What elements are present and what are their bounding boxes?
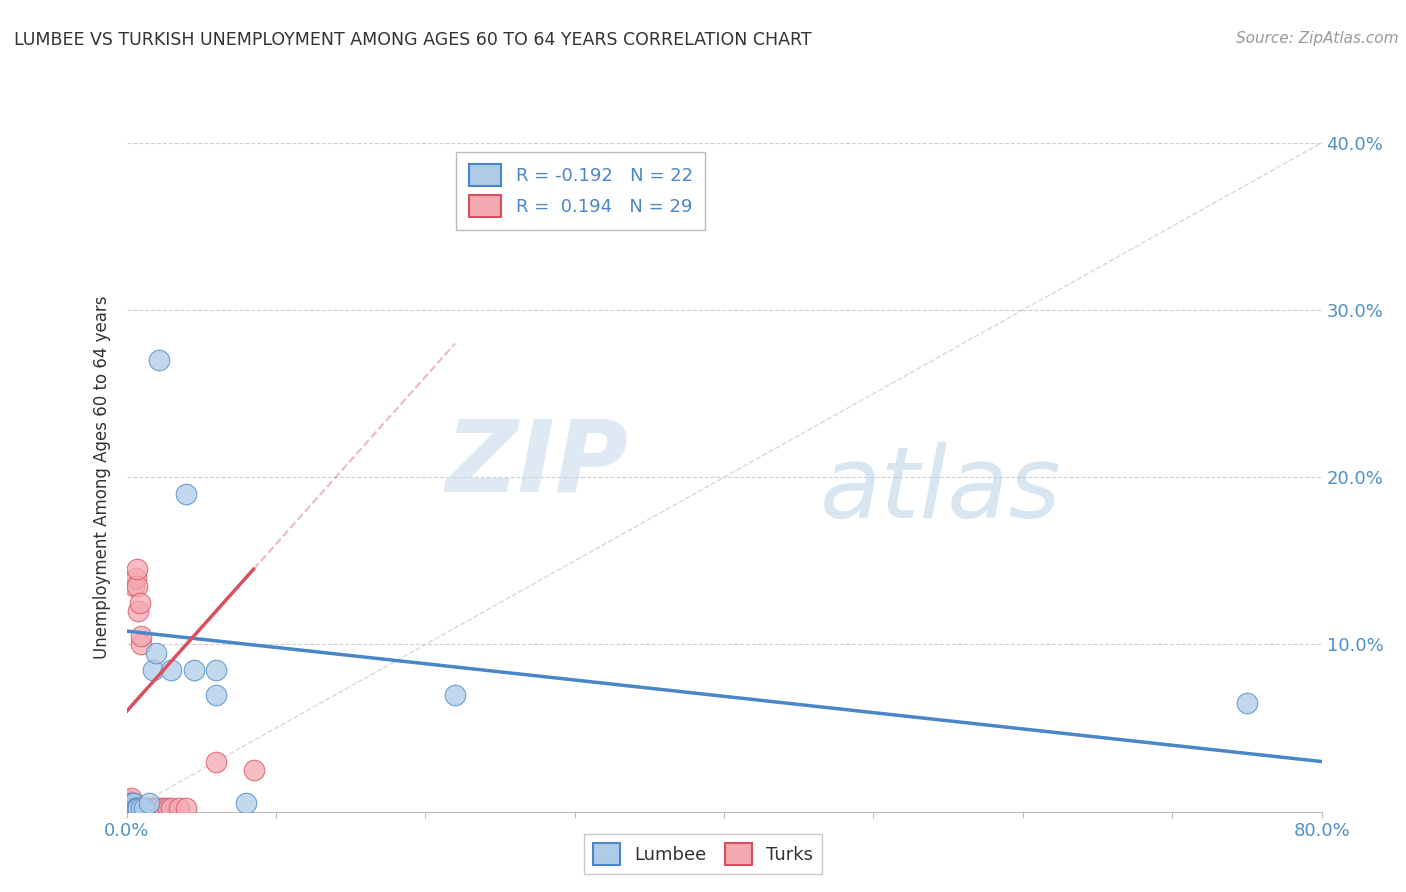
Point <box>142 801 165 815</box>
Point <box>174 487 197 501</box>
Point <box>122 801 145 815</box>
Point <box>118 797 141 811</box>
Point <box>183 663 205 677</box>
Point <box>167 801 190 815</box>
Text: Source: ZipAtlas.com: Source: ZipAtlas.com <box>1236 31 1399 46</box>
Point <box>131 637 153 651</box>
Legend: R = -0.192   N = 22, R =  0.194   N = 29: R = -0.192 N = 22, R = 0.194 N = 29 <box>456 152 706 230</box>
Point <box>134 801 156 815</box>
Point <box>1236 696 1258 710</box>
Text: ZIP: ZIP <box>446 416 628 512</box>
Point <box>127 604 149 618</box>
Point <box>122 579 145 593</box>
Point <box>153 801 176 815</box>
Point <box>120 791 142 805</box>
Text: atlas: atlas <box>820 442 1062 539</box>
Point <box>444 688 467 702</box>
Point <box>131 629 153 643</box>
Point <box>205 688 228 702</box>
Point <box>121 797 143 811</box>
Point <box>121 801 143 815</box>
Point <box>235 797 257 811</box>
Point <box>129 596 152 610</box>
Point <box>124 801 146 815</box>
Point <box>118 801 141 815</box>
Point <box>131 801 153 815</box>
Point <box>148 353 170 368</box>
Point <box>125 562 148 576</box>
Point <box>125 801 148 815</box>
Point <box>124 571 146 585</box>
Point <box>122 797 145 811</box>
Point <box>121 801 143 815</box>
Point <box>142 663 165 677</box>
Point <box>120 797 142 811</box>
Point <box>117 801 139 815</box>
Point <box>160 801 183 815</box>
Point <box>138 801 160 815</box>
Point <box>205 663 228 677</box>
Point <box>127 801 149 815</box>
Point <box>145 646 167 660</box>
Legend: Lumbee, Turks: Lumbee, Turks <box>583 834 823 874</box>
Point <box>117 797 139 812</box>
Y-axis label: Unemployment Among Ages 60 to 64 years: Unemployment Among Ages 60 to 64 years <box>93 295 111 659</box>
Point <box>160 663 183 677</box>
Point <box>138 797 160 811</box>
Text: LUMBEE VS TURKISH UNEMPLOYMENT AMONG AGES 60 TO 64 YEARS CORRELATION CHART: LUMBEE VS TURKISH UNEMPLOYMENT AMONG AGE… <box>14 31 811 49</box>
Point <box>148 801 170 815</box>
Point <box>174 801 197 815</box>
Point <box>157 801 180 815</box>
Point <box>242 763 264 777</box>
Point <box>118 801 141 815</box>
Point <box>117 793 139 807</box>
Point <box>125 579 148 593</box>
Point <box>120 801 142 815</box>
Point <box>120 797 142 811</box>
Point <box>145 801 167 815</box>
Point <box>205 755 228 769</box>
